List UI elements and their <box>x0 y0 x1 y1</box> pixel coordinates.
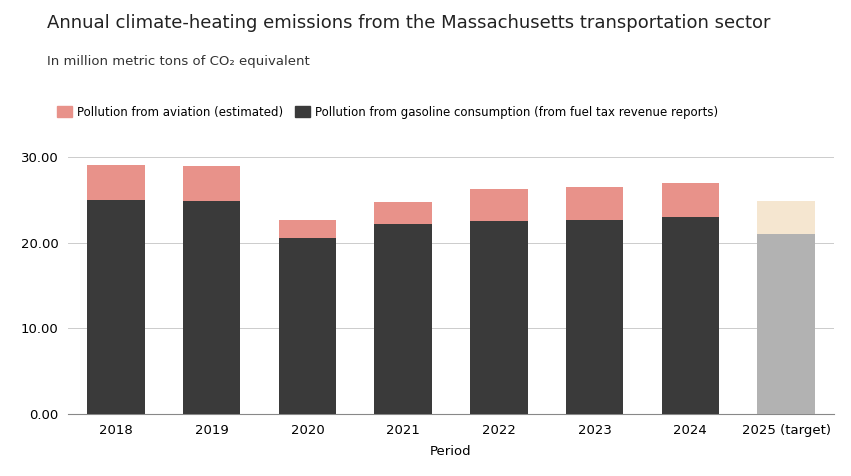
Bar <box>757 201 814 234</box>
Bar <box>662 217 719 414</box>
Bar <box>374 202 432 224</box>
Bar <box>87 200 145 414</box>
Legend: Pollution from aviation (estimated), Pollution from gasoline consumption (from f: Pollution from aviation (estimated), Pol… <box>53 101 723 124</box>
Bar <box>183 201 240 414</box>
Bar <box>374 224 432 414</box>
Bar <box>470 221 528 414</box>
Bar <box>87 165 145 200</box>
Bar <box>278 220 336 238</box>
X-axis label: Period: Period <box>431 445 471 458</box>
Bar <box>183 166 240 201</box>
Bar <box>757 234 814 414</box>
Text: Annual climate-heating emissions from the Massachusetts transportation sector: Annual climate-heating emissions from th… <box>47 14 770 32</box>
Bar <box>662 183 719 217</box>
Text: In million metric tons of CO₂ equivalent: In million metric tons of CO₂ equivalent <box>47 55 310 68</box>
Bar <box>470 189 528 221</box>
Bar <box>566 187 623 219</box>
Bar <box>566 219 623 414</box>
Bar <box>278 238 336 414</box>
